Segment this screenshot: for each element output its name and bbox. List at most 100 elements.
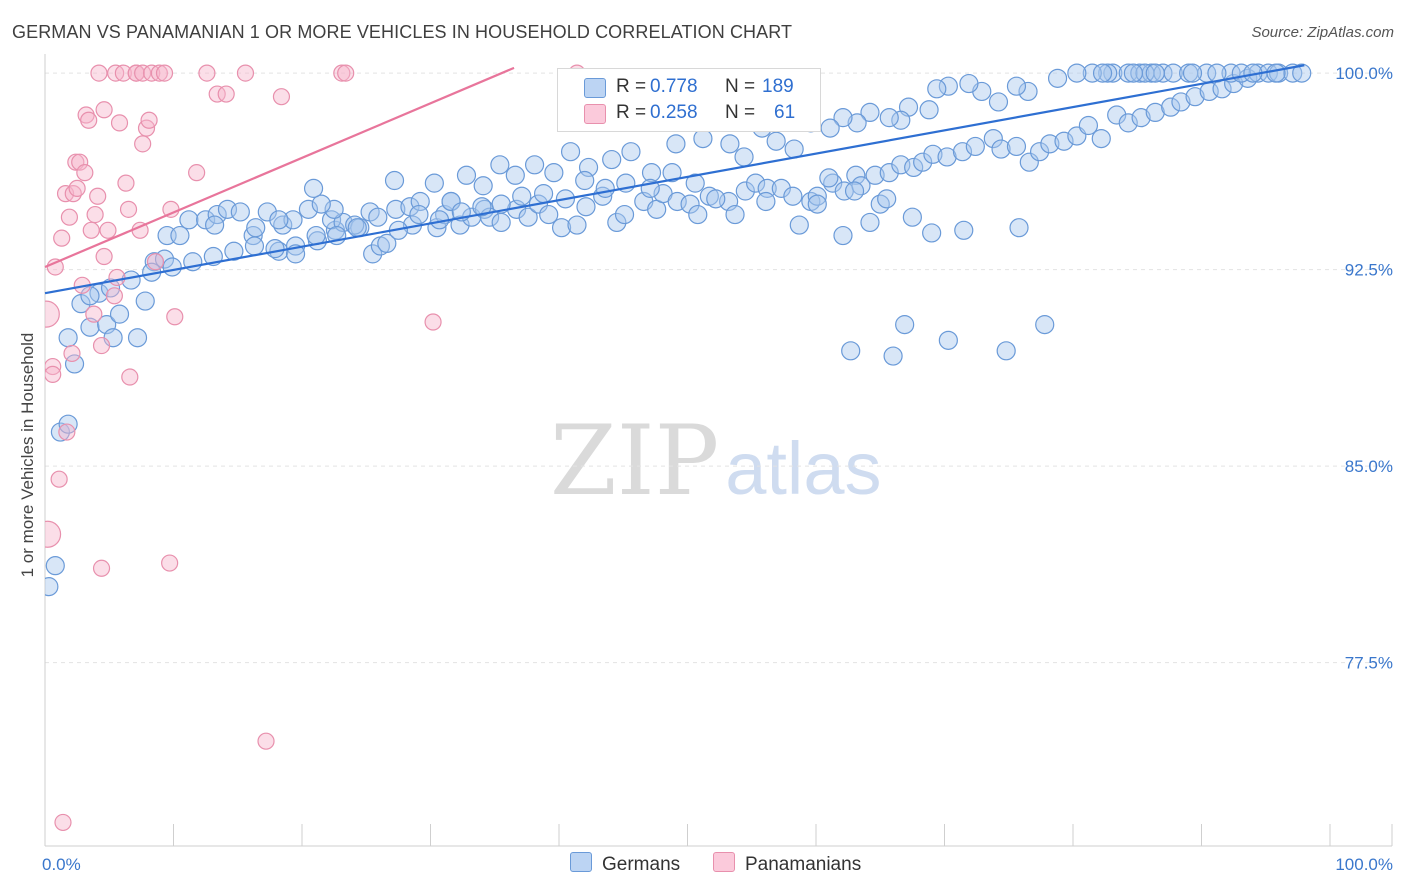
panamanian-point [82,221,100,239]
german-point [243,225,263,246]
y-tick-label: 100.0% [1335,64,1393,83]
german-point [927,79,947,99]
german-point [45,556,65,576]
german-point [1040,134,1060,154]
panamanian-point [45,520,62,548]
german-point [1098,63,1118,83]
german-point [904,157,924,178]
german-point [533,184,554,204]
german-point [666,134,686,154]
german-point [1145,102,1165,123]
bottom-swatch-panamanians [713,852,735,872]
legend-n-value: 189 [762,76,794,97]
german-point [311,194,331,214]
german-point [1029,142,1050,162]
legend-swatch-germans [584,78,606,98]
panamanian-point [99,221,117,239]
panamanian-point [337,64,355,82]
bottom-legend-panamanians: Panamanians [713,852,861,876]
german-point [820,118,840,138]
x-tick-label: 100.0% [1335,855,1393,874]
german-point [641,163,662,183]
german-point [1185,87,1205,107]
german-point [847,113,867,133]
german-point [807,194,827,214]
y-tick-label: 85.0% [1345,457,1393,476]
german-point [518,207,538,227]
german-point [384,170,405,191]
german-point [298,199,319,219]
german-point [954,220,974,240]
points-layer [45,63,1312,832]
german-point [377,233,397,253]
german-point [965,136,985,157]
german-point [575,170,595,191]
german-point [230,202,250,222]
german-point [988,92,1009,112]
panamanian-point [80,111,98,129]
bottom-legend-panamanians-label: Panamanians [745,854,862,875]
german-point [162,257,182,277]
panamanian-point [272,88,291,106]
german-point [1006,76,1027,96]
panamanian-point [114,64,132,82]
chart-title: GERMAN VS PANAMANIAN 1 OR MORE VEHICLES … [12,22,793,42]
german-point [345,215,365,235]
german-point [368,207,388,227]
legend-n-value: 61 [774,102,796,123]
panamanian-point [424,313,442,331]
german-point [246,218,266,238]
legend-r-value: 0.258 [650,102,698,123]
german-point [895,315,915,335]
panamanian-point [71,153,89,171]
german-point [424,173,444,193]
german-point [735,181,755,201]
german-point [1118,63,1138,83]
panamanian-point [105,287,123,305]
panamanian-point [236,64,255,82]
german-point [870,194,890,214]
legend-swatch-panamanians [584,104,606,124]
panamanian-point [119,200,138,218]
german-point [879,108,899,128]
panamanian-point [110,114,129,132]
german-point [766,131,786,151]
german-point [846,165,866,185]
german-point [1078,115,1099,136]
panamanian-point [146,253,165,271]
german-point [1006,136,1027,157]
panamanian-trend-line [44,66,515,268]
german-point [1135,63,1155,83]
german-point [706,189,726,209]
german-point [807,186,827,206]
panamanian-point [257,732,275,750]
legend-r-value: 0.778 [650,76,698,97]
german-point [491,212,511,233]
legend-r-label: R = [616,102,647,123]
panamanian-point [150,64,168,82]
german-point [135,291,155,311]
german-point [524,155,545,175]
german-point [50,422,71,442]
panamanian-point [188,164,206,182]
german-point [844,181,865,201]
german-point [1067,63,1087,83]
panamanian-point [92,559,111,577]
german-point [923,144,943,164]
german-point [347,218,367,238]
german-point [490,155,510,175]
panamanian-point [54,813,72,832]
panamanian-point [58,423,76,441]
german-point [938,330,958,350]
bottom-swatch-germans [570,852,592,872]
panamanian-point [63,344,81,363]
german-point [127,328,148,348]
german-point [1266,63,1286,83]
german-point [685,173,705,193]
german-point [833,225,853,246]
german-point [902,207,922,227]
german-point [771,178,791,198]
german-point [991,139,1011,159]
german-point [273,215,293,235]
